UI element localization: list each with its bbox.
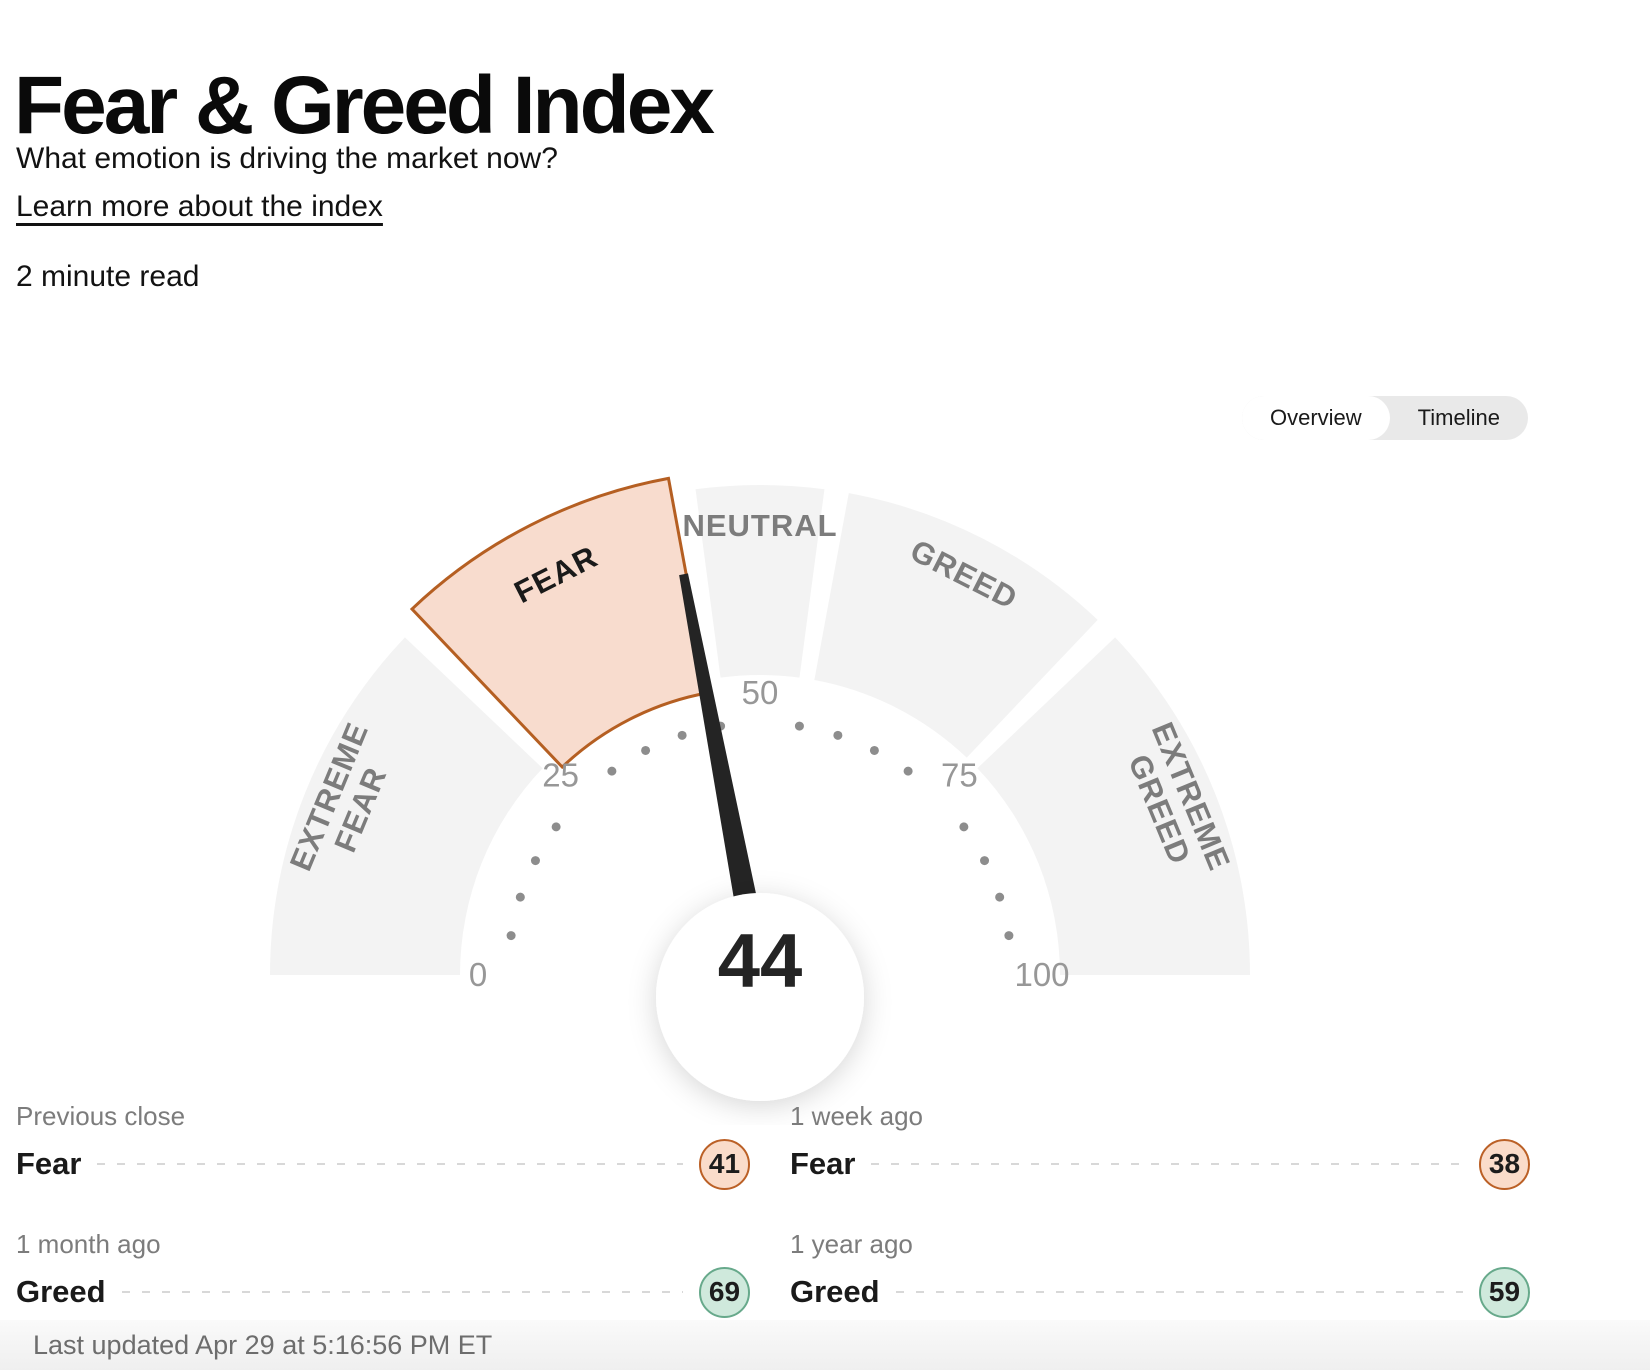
gauge-container: EXTREMEFEAR FEAR NEUTRAL GREED EXTREMEGREED 0… [250, 455, 1270, 1125]
gauge-tick-dot [833, 730, 843, 740]
gauge-segment-extreme-greed [977, 637, 1250, 975]
gauge-tick-dot [869, 745, 879, 755]
gauge-tick-dot [551, 822, 561, 832]
gauge-tick-dot [903, 766, 913, 776]
gauge-tick-dot [980, 856, 990, 866]
stat-value-badge: 38 [1479, 1138, 1530, 1190]
stat-sentiment-label: Greed [16, 1274, 106, 1309]
gauge-segment-extreme-fear [270, 637, 543, 975]
leader-line [121, 1291, 683, 1293]
read-time-label: 2 minute read [16, 260, 200, 293]
stat-sentiment-label: Greed [790, 1274, 880, 1309]
stat-one-month-ago: 1 month ago Greed 69 [16, 1228, 750, 1318]
gauge-center-hub [656, 893, 864, 1101]
leader-line [97, 1163, 683, 1165]
gauge-tick-dot [959, 822, 969, 832]
gauge-tick-label: 50 [742, 674, 779, 711]
gauge-segment-label: NEUTRAL [682, 508, 837, 543]
stat-value-badge: 41 [699, 1138, 750, 1190]
gauge-tick-label: 100 [1014, 956, 1069, 993]
gauge-segment-fear [409, 476, 710, 770]
gauge-tick-dot [677, 730, 687, 740]
gauge-needle [679, 573, 773, 978]
gauge-tick-label: 75 [941, 757, 978, 794]
fear-greed-gauge: EXTREMEFEARFEARNEUTRALGREEDEXTREMEGREED0… [270, 476, 1250, 1101]
gauge-segment-greed [814, 493, 1098, 758]
stat-value-badge: 59 [1479, 1266, 1530, 1318]
gauge-tick-dot [794, 721, 804, 731]
stat-period-label: 1 month ago [16, 1229, 161, 1259]
gauge-tick-label: 25 [542, 757, 579, 794]
page-subtitle: What emotion is driving the market now? [16, 142, 558, 175]
gauge-segment-neutral [695, 485, 825, 678]
stat-sentiment-label: Fear [16, 1146, 82, 1181]
learn-more-link[interactable]: Learn more about the index [16, 190, 383, 223]
last-updated-text: Last updated Apr 29 at 5:16:56 PM ET [33, 1330, 493, 1360]
toggle-overview[interactable]: Overview [1241, 396, 1390, 440]
gauge-value: 44 [718, 919, 803, 1004]
page-title: Fear & Greed Index [14, 59, 715, 151]
gauge-tick-dot [1004, 931, 1014, 941]
stat-period-label: Previous close [16, 1101, 186, 1131]
gauge-tick-label: 0 [469, 956, 487, 993]
stat-period-label: 1 week ago [790, 1101, 923, 1131]
view-toggle: Overview Timeline [1241, 396, 1528, 440]
leader-line [895, 1291, 1463, 1293]
stat-previous-close: Previous close Fear 41 [16, 1100, 750, 1190]
gauge-tick-dot [530, 856, 540, 866]
stat-one-week-ago: 1 week ago Fear 38 [790, 1100, 1530, 1190]
gauge-tick-dot [515, 892, 525, 902]
stat-one-year-ago: 1 year ago Greed 59 [790, 1228, 1530, 1318]
gauge-tick-dot [995, 892, 1005, 902]
leader-line [871, 1163, 1463, 1165]
stat-sentiment-label: Fear [790, 1146, 856, 1181]
gauge-tick-dot [506, 931, 516, 941]
gauge-tick-dot [641, 745, 651, 755]
stat-period-label: 1 year ago [790, 1229, 913, 1259]
gauge-tick-dot [607, 766, 617, 776]
last-updated-bar: Last updated Apr 29 at 5:16:56 PM ET [0, 1320, 1650, 1370]
toggle-timeline[interactable]: Timeline [1417, 405, 1500, 430]
stat-value-badge: 69 [699, 1266, 750, 1318]
